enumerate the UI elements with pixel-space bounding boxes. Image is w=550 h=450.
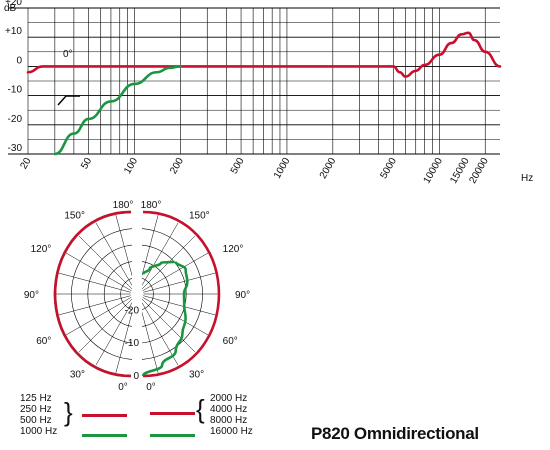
polar-angle-label: 30°: [189, 370, 204, 381]
polar-angle-label: 150°: [64, 210, 85, 221]
polar-pattern-chart: 180° 180° 150° 150° 120° 120° 90° 90° 60° 60° 30° 3…: [24, 200, 250, 393]
x-tick-label: 50: [79, 156, 94, 172]
polar-spoke: [140, 222, 179, 289]
polar-spoke: [143, 272, 217, 293]
legend-swatch-red-right: [150, 412, 195, 415]
polar-angle-label: 0°: [118, 382, 128, 393]
polar-angle-label: 120°: [223, 244, 244, 255]
frequency-grid: [8, 7, 500, 155]
polar-spoke: [140, 299, 179, 366]
polar-divider: [132, 208, 142, 380]
polar-spoke: [143, 295, 217, 316]
x-tick-label: 20000: [467, 156, 491, 186]
polar-right-red: [142, 210, 221, 378]
legend-brace-right: {: [196, 394, 205, 424]
y-tick-label: +10: [5, 26, 22, 37]
polar-angle-label: 0°: [146, 382, 156, 393]
legend-entry: 4000 Hz: [210, 404, 248, 415]
legend-entry: 2000 Hz: [210, 393, 248, 404]
x-tick-label: 10000: [422, 156, 446, 186]
polar-left-red: [53, 210, 132, 378]
polar-spoke: [57, 272, 131, 293]
polar-radial-label: 0: [133, 371, 139, 382]
x-tick-label: 5000: [378, 156, 399, 181]
polar-spoke: [65, 252, 132, 291]
legend-entry: 500 Hz: [20, 415, 52, 426]
polar-spoke: [65, 297, 132, 336]
y-tick-label: -30: [8, 143, 23, 154]
polar-spoke: [141, 298, 196, 353]
legend-swatch-green-left: [82, 434, 127, 437]
y-axis-label: dB: [4, 3, 17, 14]
legend-brace-left: }: [64, 397, 73, 427]
polar-spoke: [78, 235, 133, 290]
frequency-series: [26, 31, 502, 156]
polar-angle-label: 180°: [141, 200, 162, 211]
polar-angle-label: 180°: [113, 200, 134, 211]
y-tick-label: -10: [8, 85, 23, 96]
x-tick-label: 1000: [272, 156, 293, 181]
polar-spoke: [78, 298, 133, 353]
response-curve: [26, 31, 502, 78]
x-axis-label: Hz: [521, 173, 533, 184]
polar-angle-label: 150°: [189, 210, 210, 221]
legend-right-high: 2000 Hz 4000 Hz 8000 Hz 16000 Hz: [210, 393, 253, 437]
polar-spoke: [95, 299, 134, 366]
legend-swatch-green-right: [150, 434, 195, 437]
polar-angle-label: 90°: [24, 290, 39, 301]
low-cut-curve: [53, 65, 182, 156]
x-tick-label: 2000: [318, 156, 339, 181]
y-tick-label: -20: [8, 114, 23, 125]
frequency-response-chart: +20 +10 0 -10 -20 -30 20 50 100 200 500 1000 2000 50…: [4, 0, 533, 186]
polar-angle-label: 60°: [223, 336, 238, 347]
legend-left-low: 125 Hz 250 Hz 500 Hz 1000 Hz: [20, 393, 57, 437]
polar-angle-label: 30°: [70, 370, 85, 381]
legend-entry: 16000 Hz: [210, 426, 253, 437]
legend-entry: 125 Hz: [20, 393, 52, 404]
polar-angle-label: 90°: [235, 290, 250, 301]
legend-entry: 250 Hz: [20, 404, 52, 415]
y-tick-label: 0: [16, 55, 22, 66]
polar-spoke: [95, 222, 134, 289]
y-tick-labels: +20 +10 0 -10 -20 -30: [5, 0, 22, 154]
legend-entry: 8000 Hz: [210, 415, 248, 426]
polar-spoke: [142, 252, 209, 291]
polar-labels: 180° 180° 150° 150° 120° 120° 90° 90° 60° 60° 30° 3…: [24, 200, 250, 393]
legend-swatch-red-left: [82, 414, 127, 417]
polar-angle-label: 60°: [36, 336, 51, 347]
polar-spoke: [142, 297, 209, 336]
rolloff-marker: [57, 95, 80, 106]
polar-radial-label: -20: [125, 305, 140, 316]
polar-right-green: [141, 260, 189, 377]
legend: 125 Hz 250 Hz 500 Hz 1000 Hz } { 2000 Hz…: [20, 393, 320, 443]
legend-entry: 1000 Hz: [20, 426, 58, 437]
polar-radial-label: -10: [125, 338, 140, 349]
x-tick-label: 100: [122, 156, 140, 176]
y-tick-label: +20: [5, 0, 22, 8]
polar-series: [53, 208, 221, 380]
x-tick-label: 20: [19, 156, 34, 172]
x-tick-label: 200: [168, 156, 186, 176]
polar-spoke: [57, 295, 131, 316]
polar-angle-label: 120°: [31, 244, 52, 255]
zero-degree-annotation: 0°: [63, 49, 73, 60]
product-title: P820 Omnidirectional: [311, 424, 479, 443]
x-tick-label: 500: [229, 156, 247, 176]
